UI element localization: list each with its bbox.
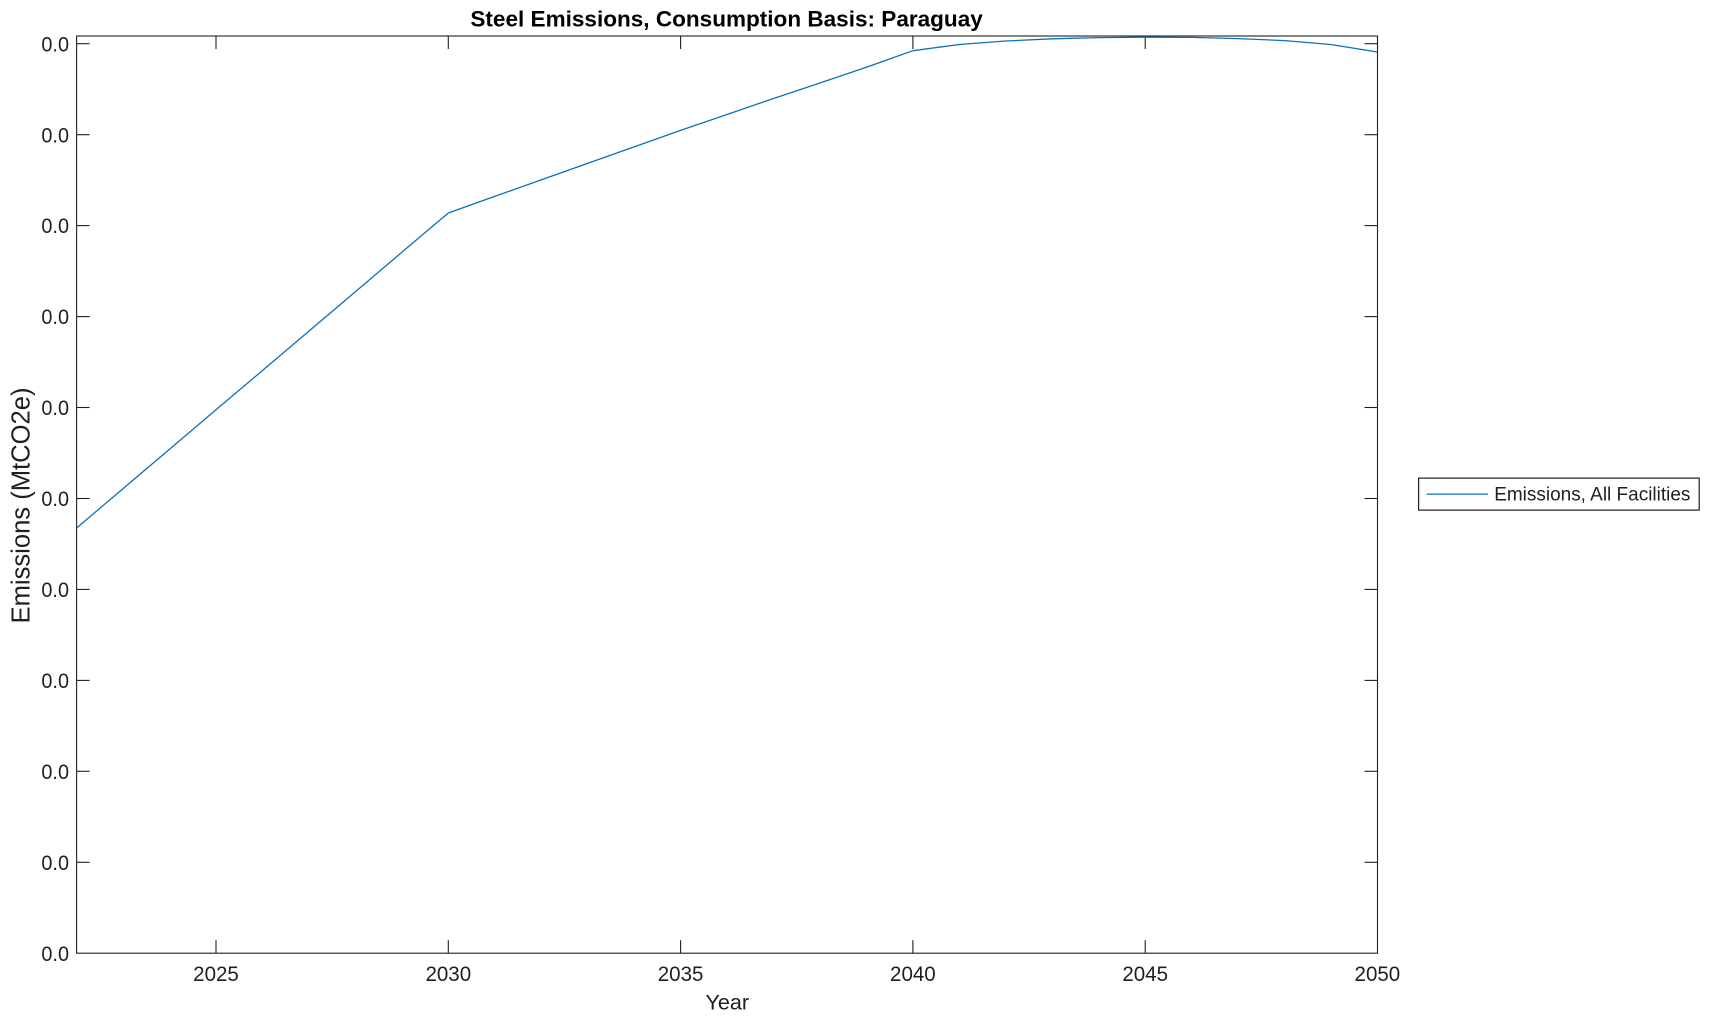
svg-text:Emissions, All Facilities: Emissions, All Facilities bbox=[1494, 484, 1690, 505]
svg-text:0.0: 0.0 bbox=[41, 487, 69, 511]
svg-text:0.0: 0.0 bbox=[41, 851, 69, 875]
svg-text:2050: 2050 bbox=[1355, 962, 1401, 986]
svg-text:2040: 2040 bbox=[890, 962, 936, 986]
svg-text:0.0: 0.0 bbox=[41, 32, 69, 56]
svg-text:0.0: 0.0 bbox=[41, 305, 69, 329]
svg-text:0.0: 0.0 bbox=[41, 396, 69, 420]
svg-text:0.0: 0.0 bbox=[41, 214, 69, 238]
svg-text:0.0: 0.0 bbox=[41, 123, 69, 147]
svg-text:Emissions (MtCO2e): Emissions (MtCO2e) bbox=[8, 388, 36, 624]
svg-text:0.0: 0.0 bbox=[41, 578, 69, 602]
svg-text:2030: 2030 bbox=[425, 962, 471, 986]
svg-text:2035: 2035 bbox=[658, 962, 704, 986]
svg-text:0.0: 0.0 bbox=[41, 760, 69, 784]
svg-text:Steel Emissions, Consumption B: Steel Emissions, Consumption Basis: Para… bbox=[470, 6, 983, 31]
svg-text:0.0: 0.0 bbox=[41, 942, 69, 966]
svg-text:2045: 2045 bbox=[1122, 962, 1168, 986]
svg-text:2025: 2025 bbox=[193, 962, 239, 986]
svg-text:0.0: 0.0 bbox=[41, 669, 69, 693]
svg-text:Year: Year bbox=[705, 989, 749, 1014]
